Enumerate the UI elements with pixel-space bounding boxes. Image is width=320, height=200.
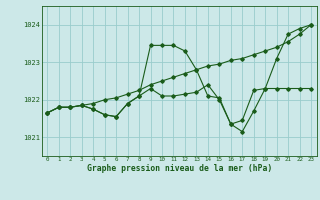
X-axis label: Graphe pression niveau de la mer (hPa): Graphe pression niveau de la mer (hPa) [87,164,272,173]
